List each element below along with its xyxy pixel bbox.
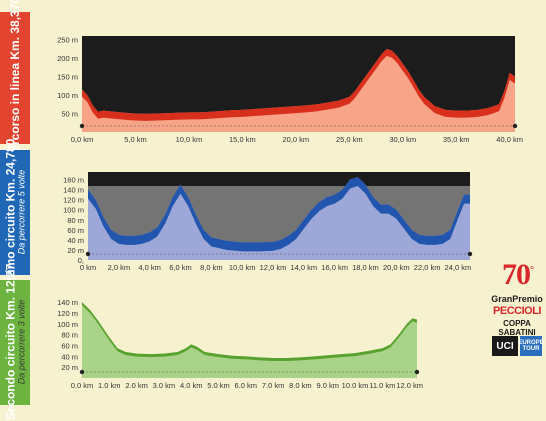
p3-x-tick-label: 0.0 km xyxy=(71,381,94,390)
chart-percorso-in-linea: 250 m 200 m 150 m 100 m 50 m 0,0 km 5,0 km 10,0… xyxy=(57,36,523,144)
panel-primo-circuito: Primo circuito Km. 24,780 Da percorrere … xyxy=(0,139,546,286)
p3-elevation-area xyxy=(82,302,417,378)
p1-y-tick-label: 150 m xyxy=(57,73,78,82)
gran-premio-logo: 70° GranPremio PECCIOLI COPPA SABATINI U… xyxy=(490,258,544,405)
p1-y-tick-label: 200 m xyxy=(57,54,78,63)
p2-y-tick-label: 140 m xyxy=(63,186,84,195)
p2-x-tick-label: 22,0 km xyxy=(414,263,441,272)
p1-end-dot xyxy=(512,123,518,129)
p3-x-tick-label: 4.0 km xyxy=(180,381,203,390)
p1-elevation-band xyxy=(82,48,515,121)
p1-x-tick-label: 5,0 km xyxy=(124,135,147,144)
p2-y-tick-label: 0, xyxy=(78,256,84,265)
p2-y-tick-label: 120 m xyxy=(63,196,84,205)
p2-x-tick-label: 24,0 km xyxy=(445,263,472,272)
panel3-side-bar: Secondo circuito Km. 12,27 Da percorrere… xyxy=(0,264,30,421)
p3-x-tick-label: 5.0 km xyxy=(207,381,230,390)
panel-secondo-circuito: Secondo circuito Km. 12,27 Da percorrere… xyxy=(0,264,546,421)
p2-x-tick-label: 4,0 km xyxy=(138,263,161,272)
p1-x-tick-label: 10,0 km xyxy=(176,135,203,144)
p1-x-tick-label: 0,0 km xyxy=(71,135,94,144)
p3-start-dot xyxy=(79,369,85,375)
p3-y-tick-label: 40 m xyxy=(61,352,78,361)
p1-x-tick-label: 25,0 km xyxy=(336,135,363,144)
panel-percorso-in-linea: Percorso in linea Km. 38,370 250 m 200 m 1… xyxy=(0,0,546,159)
p2-y-tick-label: 40 m xyxy=(67,236,84,245)
p2-x-tick-label: 2,0 km xyxy=(108,263,131,272)
p2-y-tick-label: 160 m xyxy=(63,176,84,185)
p2-y-tick-label: 20 m xyxy=(67,246,84,255)
p2-x-tick-label: 14,0 km xyxy=(290,263,317,272)
p2-x-tick-label: 16,0 km xyxy=(321,263,348,272)
p3-x-tick-label: 3.0 km xyxy=(153,381,176,390)
p2-end-dot xyxy=(467,251,473,257)
logo-edition: 70° xyxy=(502,258,534,292)
p2-x-tick-label: 12,0 km xyxy=(260,263,287,272)
p2-x-tick-label: 18,0 km xyxy=(352,263,379,272)
p3-y-tick-label: 20 m xyxy=(61,363,78,372)
europe-tour-logo: EUROPE TOUR xyxy=(518,336,544,356)
logo-peccioli: PECCIOLI xyxy=(493,305,541,317)
p2-start-dot xyxy=(85,251,91,257)
p1-x-tick-label: 35,0 km xyxy=(443,135,470,144)
p1-start-dot xyxy=(79,123,85,129)
p1-x-tick-label: 15,0 km xyxy=(229,135,256,144)
p1-y-tick-label: 250 m xyxy=(57,36,78,45)
p2-y-tick-label: 80 m xyxy=(67,216,84,225)
p3-end-dot xyxy=(414,369,420,375)
uci-logo: UCI xyxy=(492,336,518,356)
p2-x-tick-label: 20,0 km xyxy=(383,263,410,272)
p1-y-tick-label: 100 m xyxy=(57,91,78,100)
p3-x-tick-label: 2.0 km xyxy=(125,381,148,390)
panel2-side-bar: Primo circuito Km. 24,780 Da percorrere … xyxy=(0,139,30,286)
p3-x-tick-label: 1.0 km xyxy=(98,381,121,390)
p3-y-tick-label: 100 m xyxy=(57,320,78,329)
p2-y-tick-label: 100 m xyxy=(63,206,84,215)
p3-x-tick-label: 7.0 km xyxy=(262,381,285,390)
p2-y-tick-label: 60 m xyxy=(67,226,84,235)
logo-number: 70 xyxy=(502,258,531,291)
p1-x-tick-label: 20,0 km xyxy=(282,135,309,144)
p3-x-tick-label: 12.0 km xyxy=(396,381,423,390)
chart-secondo-circuito: 140 m 120 m 100 m 80 m60 m 40 m 20 m 0.0 km 1.0… xyxy=(57,294,423,390)
p3-y-tick-label: 140 m xyxy=(57,298,78,307)
p1-x-tick-label: 30,0 km xyxy=(389,135,416,144)
p2-x-tick-label: 10,0 km xyxy=(229,263,256,272)
p2-x-tick-label: 6,0 km xyxy=(169,263,192,272)
p3-x-tick-label: 11.0 km xyxy=(369,381,395,390)
p3-y-tick-label: 60 m xyxy=(61,341,78,350)
logo-degree: ° xyxy=(530,265,534,276)
p3-x-tick-label: 10.0 km xyxy=(342,381,369,390)
p3-y-tick-label: 120 m xyxy=(57,309,78,318)
p1-y-tick-label: 50 m xyxy=(61,110,78,119)
p3-x-tick-label: 6.0 km xyxy=(235,381,258,390)
p2-x-tick-label: 0 km xyxy=(80,263,96,272)
p2-elevation-band xyxy=(88,177,470,252)
panel1-side-bar: Percorso in linea Km. 38,370 xyxy=(0,0,30,159)
logo-coppa-sabatini: COPPA SABATINI xyxy=(498,319,536,337)
p2-x-tick-label: 8,0 km xyxy=(200,263,223,272)
p3-x-tick-label: 9.0 km xyxy=(316,381,339,390)
p1-x-tick-label: 40,0 km xyxy=(496,135,523,144)
logo-gran-premio: GranPremio xyxy=(491,294,543,304)
p3-y-tick-label: 80 m xyxy=(61,331,78,340)
p3-x-tick-label: 8.0 km xyxy=(289,381,312,390)
